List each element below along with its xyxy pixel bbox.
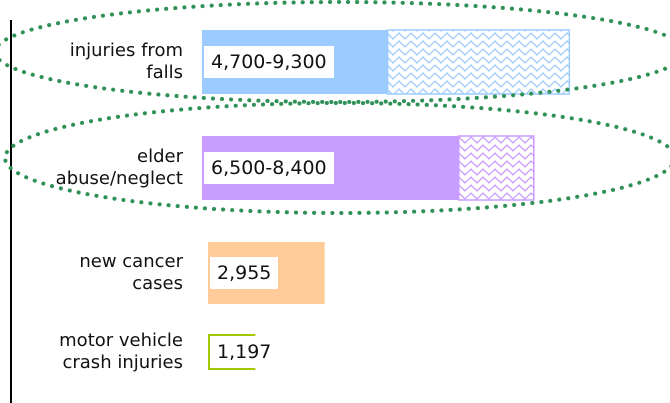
category-label: motor vehicle crash injuries xyxy=(59,330,183,373)
value-label: 2,955 xyxy=(210,257,279,289)
value-label: 1,197 xyxy=(210,336,279,368)
category-label: elder abuse/neglect xyxy=(55,146,183,189)
range-bar xyxy=(458,135,535,201)
value-label: 4,700-9,300 xyxy=(204,46,334,78)
highlight-ellipse xyxy=(0,0,670,104)
range-bar xyxy=(386,29,571,95)
highlight-ellipse xyxy=(3,101,670,215)
category-label: new cancer cases xyxy=(79,251,183,294)
value-label: 6,500-8,400 xyxy=(204,152,334,184)
category-label: injuries from falls xyxy=(69,40,183,83)
